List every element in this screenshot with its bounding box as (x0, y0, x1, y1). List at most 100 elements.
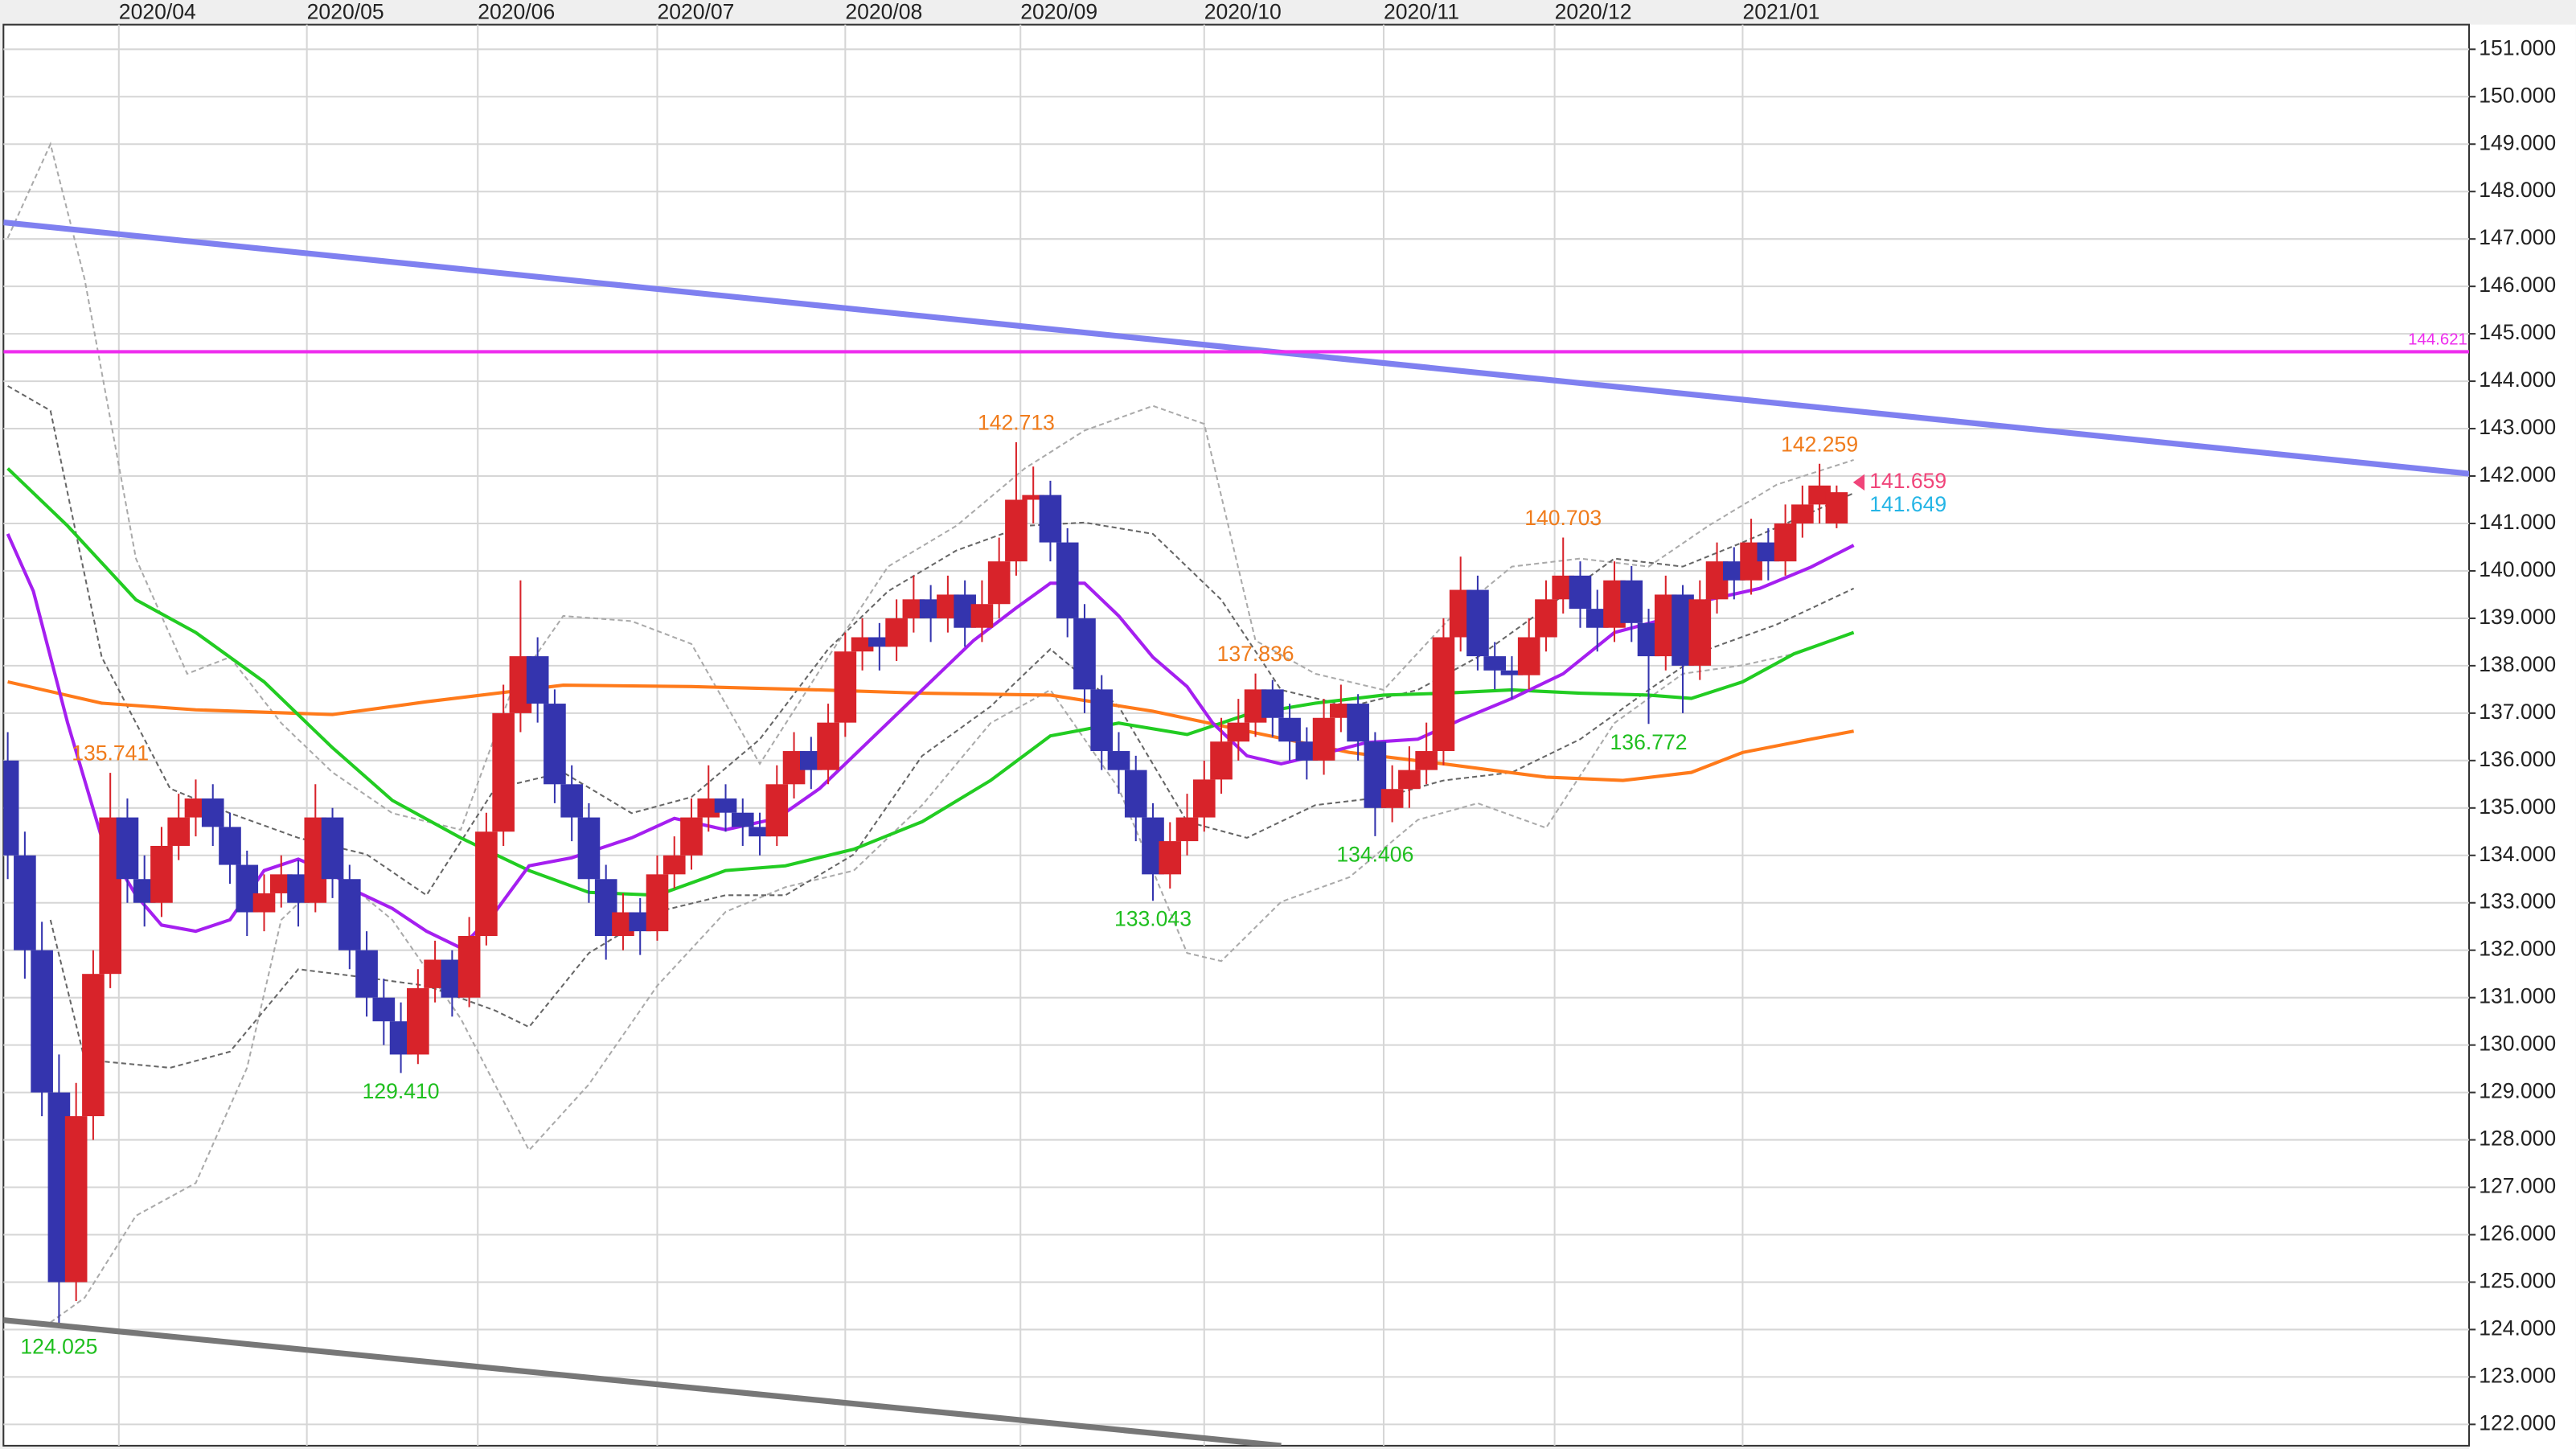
candle-body (338, 879, 361, 950)
price-annotation: 142.259 (1781, 432, 1858, 456)
candle-body (150, 845, 173, 903)
candle-body (749, 827, 771, 837)
band-line (49, 587, 1855, 1069)
candle-body (1500, 670, 1524, 675)
y-tick-label: 133.000 (2479, 889, 2556, 913)
candle-body (1517, 637, 1540, 675)
candle-body (1825, 492, 1848, 523)
candle-body (1791, 504, 1814, 523)
candle-body (1107, 751, 1130, 770)
x-tick-label: 2020/05 (307, 0, 384, 23)
candle-body (201, 798, 224, 827)
band-line (7, 385, 1855, 897)
candle-body (834, 651, 857, 723)
candle-body (919, 599, 942, 618)
x-tick-label: 2020/12 (1555, 0, 1632, 23)
y-tick-label: 142.000 (2479, 462, 2556, 486)
price-annotation: 133.043 (1114, 907, 1192, 931)
x-tick-label: 2021/01 (1742, 0, 1819, 23)
candle-body (731, 812, 754, 827)
y-tick-label: 126.000 (2479, 1221, 2556, 1246)
candle-body (269, 874, 293, 893)
candle-body (1347, 704, 1369, 742)
y-tick-label: 137.000 (2479, 700, 2556, 724)
candle-body (1585, 609, 1609, 628)
candle-body (82, 974, 105, 1117)
candle-body (1380, 789, 1404, 808)
y-tick-label: 151.000 (2479, 35, 2556, 60)
candle-body (1210, 741, 1233, 780)
candle-body (1466, 589, 1489, 657)
band-line (50, 653, 1795, 1324)
y-tick-label: 146.000 (2479, 273, 2556, 297)
y-tick-label: 125.000 (2479, 1268, 2556, 1292)
candle-body (457, 936, 481, 998)
candle-body (3, 760, 19, 856)
candle-body (1278, 717, 1301, 742)
candle-body (219, 827, 241, 865)
price-marker (1852, 474, 1865, 491)
y-tick-label: 123.000 (2479, 1363, 2556, 1387)
x-tick-label: 2020/06 (478, 0, 555, 23)
candle-body (851, 637, 874, 652)
y-tick-label: 147.000 (2479, 225, 2556, 249)
candle-body (1757, 542, 1780, 562)
candle-body (372, 997, 396, 1022)
candle-body (560, 784, 584, 818)
candle-body (1535, 599, 1557, 638)
candle-body (116, 817, 139, 880)
candle-body (817, 722, 839, 770)
price-annotation: 124.025 (20, 1335, 97, 1359)
price-annotation: 137.836 (1217, 642, 1294, 666)
y-tick-label: 143.000 (2479, 415, 2556, 439)
price-annotation: 135.741 (72, 741, 149, 766)
x-tick-label: 2020/10 (1204, 0, 1282, 23)
candle-body (31, 950, 53, 1093)
grid (3, 24, 2469, 1446)
candle-body (64, 1116, 88, 1283)
candle-body (902, 599, 925, 618)
x-tick-label: 2020/04 (119, 0, 196, 23)
candle-body (1056, 542, 1079, 618)
candle-body (1073, 618, 1096, 690)
candle-body (1688, 599, 1712, 666)
y-tick-label: 139.000 (2479, 605, 2556, 629)
candle-body (714, 798, 737, 813)
price-annotation: 134.406 (1336, 842, 1413, 866)
candle-body (1175, 817, 1199, 842)
candle-body (252, 893, 276, 913)
moving-average (6, 467, 1855, 897)
candle-body (629, 912, 652, 932)
candle-body (14, 855, 36, 950)
x-tick-label: 2020/09 (1020, 0, 1097, 23)
candle-body (885, 618, 908, 647)
candle-body (1808, 485, 1831, 505)
price-annotation: 142.713 (978, 411, 1055, 435)
y-tick-label: 136.000 (2479, 747, 2556, 771)
candle-body (1415, 751, 1438, 770)
y-tick-label: 122.000 (2479, 1410, 2556, 1435)
candle-body (1483, 656, 1507, 671)
candle-body (987, 561, 1011, 605)
y-tick-label: 131.000 (2479, 984, 2556, 1008)
y-tick-label: 144.000 (2479, 367, 2556, 392)
price-label: 141.649 (1869, 492, 1946, 516)
plot (3, 142, 2469, 1446)
candle-body (577, 817, 601, 880)
y-tick-label: 150.000 (2479, 83, 2556, 107)
candle-body (1330, 704, 1352, 718)
y-tick-label: 148.000 (2479, 178, 2556, 202)
horizontal-line-label: 144.621 (2408, 331, 2467, 349)
y-tick-label: 128.000 (2479, 1127, 2556, 1151)
y-tick-label: 129.000 (2479, 1079, 2556, 1103)
candle-body (697, 798, 720, 818)
candle-body (544, 704, 566, 785)
candle-body (1005, 499, 1028, 562)
candle-body (355, 950, 378, 998)
price-annotation: 129.410 (363, 1079, 440, 1103)
candle-body (1295, 741, 1319, 761)
candle-body (970, 604, 994, 628)
candle-body (868, 637, 891, 647)
candle-body (1620, 580, 1643, 623)
